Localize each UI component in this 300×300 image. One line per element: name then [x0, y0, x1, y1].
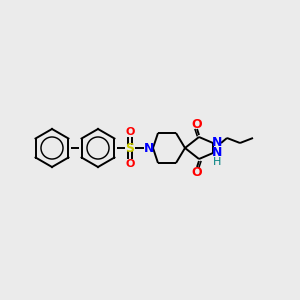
Text: O: O: [192, 118, 202, 130]
Text: O: O: [125, 159, 135, 169]
Text: H: H: [213, 157, 221, 167]
Text: N: N: [144, 142, 154, 154]
Text: N: N: [212, 136, 222, 149]
Text: N: N: [212, 146, 222, 160]
Text: O: O: [192, 166, 202, 178]
Text: S: S: [125, 142, 134, 154]
Text: O: O: [125, 127, 135, 137]
